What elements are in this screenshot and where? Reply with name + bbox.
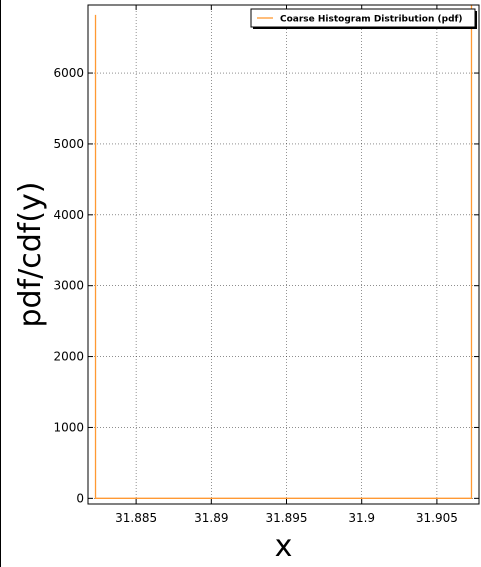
x-axis-label: x xyxy=(275,529,293,564)
y-tick-label: 5000 xyxy=(53,137,84,151)
y-tick-label: 1000 xyxy=(53,420,84,434)
y-tick-label: 0 xyxy=(76,491,84,505)
series-layer xyxy=(94,5,473,499)
y-tick-label: 2000 xyxy=(53,350,84,364)
x-tick-label: 31.895 xyxy=(266,511,308,525)
series-line xyxy=(94,5,473,499)
ticks xyxy=(88,5,479,504)
y-tick-label: 4000 xyxy=(53,208,84,222)
legend-box xyxy=(250,8,476,28)
x-tick-label: 31.905 xyxy=(416,511,458,525)
x-tick-label: 31.89 xyxy=(194,511,228,525)
grid xyxy=(88,5,479,504)
x-tick-label: 31.9 xyxy=(348,511,375,525)
plot-frame xyxy=(87,4,480,505)
y-tick-label: 6000 xyxy=(53,66,84,80)
x-tick-label: 31.885 xyxy=(115,511,157,525)
legend-label: Coarse Histogram Distribution (pdf) xyxy=(280,15,463,25)
y-axis-label: pdf/cdf(y) xyxy=(13,181,48,327)
window-left-edge xyxy=(0,0,1,567)
y-tick-label: 3000 xyxy=(53,279,84,293)
tick-labels: 31.885 31.89 31.895 31.9 31.905 0 1000 2000 3000… xyxy=(53,66,457,525)
legend: Coarse Histogram Distribution (pdf) xyxy=(250,8,477,29)
